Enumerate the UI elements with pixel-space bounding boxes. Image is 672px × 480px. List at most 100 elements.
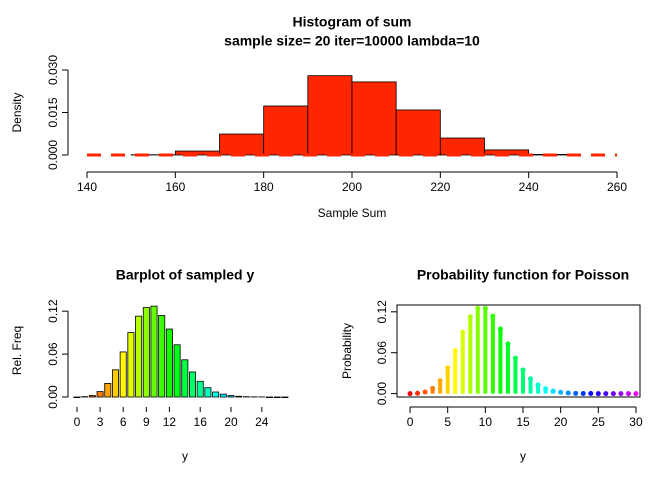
bar bbox=[150, 305, 158, 398]
point bbox=[467, 314, 473, 320]
point bbox=[415, 390, 421, 396]
bar bbox=[235, 395, 243, 398]
x-axis-label: y bbox=[520, 449, 526, 463]
histogram-bar bbox=[439, 137, 485, 156]
x-tick-label: 260 bbox=[607, 180, 627, 194]
bar bbox=[96, 391, 104, 398]
bar bbox=[212, 391, 220, 398]
y-tick-label: 0.015 bbox=[46, 97, 60, 127]
x-tick-label: 5 bbox=[444, 415, 451, 429]
chart-subtitle: sample size= 20 iter=10000 lambda=10 bbox=[224, 33, 480, 49]
bar bbox=[112, 369, 119, 398]
bar bbox=[281, 396, 289, 399]
y-axis-label: Rel. Freq bbox=[10, 326, 24, 375]
x-tick-label: 220 bbox=[430, 180, 450, 194]
point bbox=[580, 390, 586, 396]
point bbox=[610, 391, 616, 397]
bar bbox=[119, 351, 127, 398]
chart-title: Probability function for Poisson bbox=[417, 267, 629, 283]
bar bbox=[219, 393, 227, 398]
x-tick-label: 6 bbox=[120, 415, 127, 429]
point bbox=[558, 389, 564, 395]
x-tick-label: 25 bbox=[592, 415, 606, 429]
bar bbox=[181, 359, 189, 398]
x-tick-label: 240 bbox=[519, 180, 539, 194]
point bbox=[482, 305, 488, 311]
y-axis-label: Density bbox=[10, 92, 24, 132]
chart-title: Histogram of sum bbox=[292, 14, 411, 30]
y-tick-label: 0.030 bbox=[46, 55, 60, 85]
point bbox=[407, 391, 413, 397]
x-tick-label: 12 bbox=[163, 415, 177, 429]
bar bbox=[142, 307, 150, 398]
bar bbox=[135, 315, 143, 398]
bar bbox=[227, 395, 235, 398]
plot-box bbox=[396, 304, 641, 398]
y-tick-label: 0.000 bbox=[46, 140, 60, 170]
point bbox=[573, 390, 579, 396]
point bbox=[625, 391, 631, 397]
point bbox=[520, 367, 526, 373]
point bbox=[505, 341, 511, 347]
x-tick-label: 3 bbox=[97, 415, 104, 429]
histogram-bar bbox=[219, 133, 265, 156]
point bbox=[543, 386, 549, 392]
point bbox=[445, 365, 451, 371]
bar bbox=[204, 387, 212, 398]
bar bbox=[104, 383, 112, 398]
point bbox=[512, 355, 518, 361]
x-tick-label: 10 bbox=[479, 415, 493, 429]
point bbox=[528, 376, 534, 382]
x-tick-label: 140 bbox=[77, 180, 97, 194]
point bbox=[422, 389, 428, 395]
bar bbox=[196, 380, 204, 398]
bar bbox=[73, 396, 81, 399]
x-tick-label: 30 bbox=[629, 415, 643, 429]
y-tick-label: 0.06 bbox=[375, 341, 389, 365]
point bbox=[490, 313, 496, 319]
x-tick-label: 15 bbox=[516, 415, 530, 429]
point bbox=[565, 390, 571, 396]
x-tick-label: 180 bbox=[254, 180, 274, 194]
bar bbox=[88, 395, 96, 398]
y-axis-label: Probability bbox=[340, 323, 354, 379]
histogram-bar bbox=[351, 81, 397, 156]
bar bbox=[158, 315, 166, 398]
y-tick-label: 0.00 bbox=[375, 382, 389, 406]
point bbox=[595, 391, 601, 397]
bar bbox=[266, 396, 273, 399]
x-axis-label: Sample Sum bbox=[318, 206, 387, 220]
x-tick-label: 0 bbox=[407, 415, 414, 429]
y-tick-label: 0.12 bbox=[375, 300, 389, 324]
bar bbox=[273, 396, 281, 399]
point bbox=[550, 388, 556, 394]
histogram-bar bbox=[263, 105, 309, 156]
histogram-bar bbox=[395, 109, 441, 156]
x-tick-label: 24 bbox=[255, 415, 269, 429]
x-axis-label: y bbox=[182, 449, 188, 463]
x-tick-label: 0 bbox=[74, 415, 81, 429]
x-tick-label: 9 bbox=[143, 415, 150, 429]
chart-title: Barplot of sampled y bbox=[116, 267, 255, 283]
y-tick-label: 0.00 bbox=[46, 385, 60, 409]
point bbox=[437, 378, 443, 384]
point bbox=[497, 326, 503, 332]
y-tick-label: 0.12 bbox=[46, 299, 60, 323]
point bbox=[633, 391, 639, 397]
point bbox=[588, 391, 594, 397]
bar bbox=[165, 328, 173, 398]
bar bbox=[127, 332, 135, 398]
bar bbox=[189, 371, 196, 398]
x-tick-label: 160 bbox=[165, 180, 185, 194]
x-tick-label: 20 bbox=[554, 415, 568, 429]
x-tick-label: 20 bbox=[224, 415, 238, 429]
y-tick-label: 0.06 bbox=[46, 342, 60, 366]
point bbox=[460, 329, 466, 335]
point bbox=[430, 385, 436, 391]
point bbox=[618, 391, 624, 397]
x-tick-label: 200 bbox=[342, 180, 362, 194]
point bbox=[452, 348, 458, 354]
bar bbox=[173, 344, 181, 398]
histogram-bar bbox=[307, 75, 353, 156]
